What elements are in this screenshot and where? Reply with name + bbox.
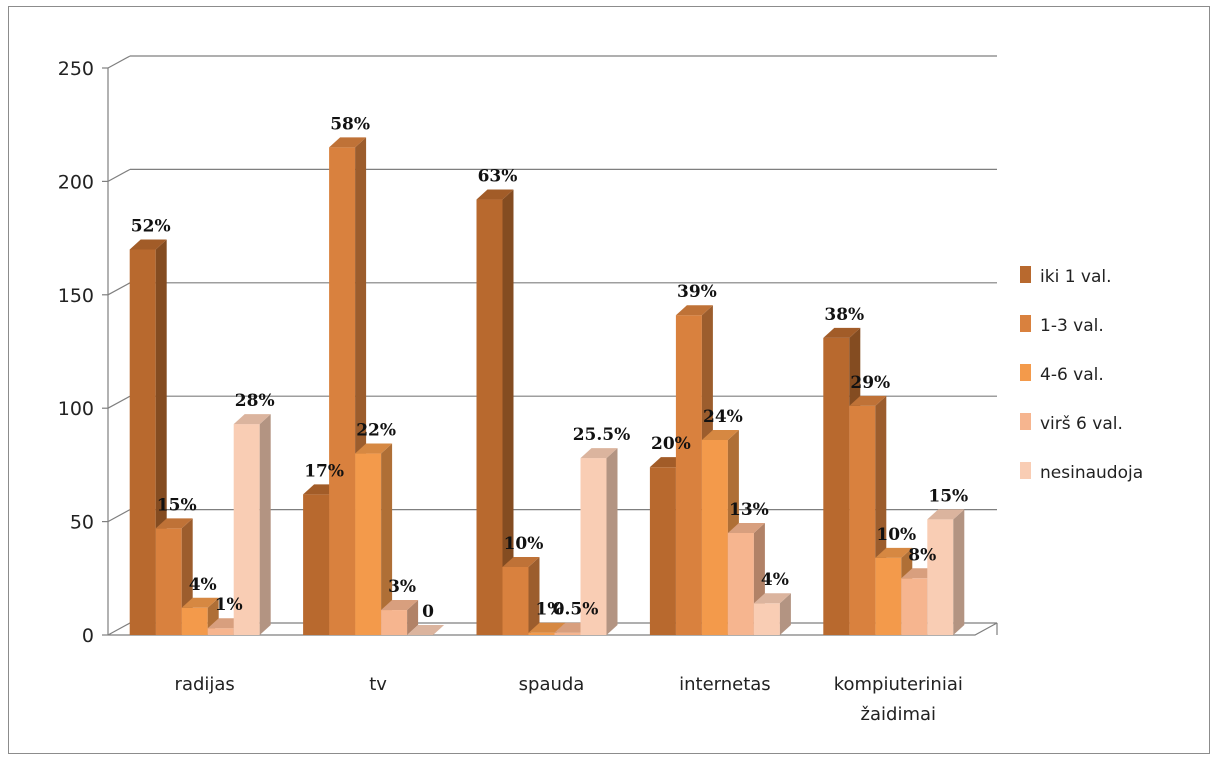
bar-front: [555, 633, 581, 635]
bar: [381, 600, 418, 635]
bar-front: [875, 558, 901, 635]
legend-swatch: [1020, 315, 1031, 332]
data-label: 8%: [908, 545, 936, 565]
data-label: 38%: [824, 305, 864, 325]
x-category-label-line: kompiuteriniai: [834, 674, 963, 695]
legend-item: iki 1 val.: [1020, 266, 1112, 287]
x-category-label: tv: [369, 674, 387, 695]
data-label: 28%: [235, 391, 275, 411]
bar-side: [953, 509, 964, 635]
legend-label: iki 1 val.: [1040, 267, 1112, 287]
data-label: 10%: [504, 534, 544, 554]
bar-side: [260, 414, 271, 635]
data-label: 39%: [677, 282, 717, 302]
bar-front: [702, 440, 728, 635]
y-tick-label: 50: [70, 512, 94, 534]
legend-item: virš 6 val.: [1020, 413, 1123, 434]
bar-front: [156, 528, 182, 635]
gridline-diagonal: [108, 283, 130, 295]
data-label: 1%: [215, 595, 243, 615]
bar-side: [529, 557, 540, 635]
x-category-label-line: žaidimai: [861, 704, 936, 725]
x-category-label: kompiuteriniai žaidimai: [834, 674, 963, 725]
data-label: 3%: [388, 577, 416, 597]
data-label: 15%: [928, 486, 968, 506]
y-tick-label: 100: [58, 398, 94, 420]
bar-front: [329, 147, 355, 635]
bar-front: [849, 406, 875, 635]
bar: [927, 509, 964, 635]
data-label: 4%: [761, 570, 789, 590]
y-tick-label: 150: [58, 285, 94, 307]
legend-item: 1-3 val.: [1020, 315, 1104, 336]
data-label: 52%: [131, 216, 171, 236]
data-label: 29%: [850, 373, 890, 393]
bar-front: [503, 567, 529, 635]
bar-front: [676, 315, 702, 635]
x-category-label: spauda: [519, 674, 585, 695]
data-label: 4%: [189, 575, 217, 595]
y-tick-label: 200: [58, 171, 94, 193]
bar-front: [303, 494, 329, 635]
bar-front: [130, 249, 156, 635]
data-label: 24%: [703, 407, 743, 427]
gridline-diagonal: [108, 169, 130, 181]
data-label: 13%: [729, 500, 769, 520]
bar-front: [477, 200, 503, 635]
legend: iki 1 val. 1-3 val. 4-6 val. virš 6 val. nes…: [1020, 266, 1143, 483]
x-category-label: radijas: [175, 674, 235, 695]
legend-label: virš 6 val.: [1040, 414, 1123, 434]
gridline-diagonal: [108, 56, 130, 68]
bars: [130, 137, 965, 635]
bar-front: [381, 610, 407, 635]
data-label: 63%: [478, 167, 518, 187]
data-label: 15%: [157, 495, 197, 515]
legend-item: 4-6 val.: [1020, 364, 1104, 385]
data-label: 25.5%: [573, 425, 631, 445]
bar-side: [607, 448, 618, 635]
legend-swatch: [1020, 462, 1031, 479]
gridline-diagonal: [108, 396, 130, 408]
bar-front: [208, 628, 234, 635]
bar-front: [901, 578, 927, 635]
legend-label: 1-3 val.: [1040, 316, 1104, 336]
bar: [754, 593, 791, 635]
bar-front: [823, 338, 849, 635]
bar-front: [182, 608, 208, 635]
legend-label: nesinaudoja: [1040, 463, 1143, 483]
data-label: 22%: [356, 421, 396, 441]
data-label: 0: [422, 602, 434, 622]
data-label: 20%: [651, 434, 691, 454]
legend-label: 4-6 val.: [1040, 365, 1104, 385]
y-axis: 0 50 100 150 200 250: [58, 58, 108, 647]
y-tick-label: 0: [82, 625, 94, 647]
data-label: 58%: [330, 114, 370, 134]
bar-front: [927, 519, 953, 635]
bar-front: [728, 533, 754, 635]
legend-item: nesinaudoja: [1020, 462, 1143, 483]
gridline-diagonal: [108, 510, 130, 522]
x-axis: radijas tv spauda internetas kompiuteriniai ž…: [175, 674, 963, 725]
legend-swatch: [1020, 413, 1031, 430]
data-label: 10%: [876, 525, 916, 545]
bar-front: [355, 454, 381, 635]
x-category-label: internetas: [679, 674, 771, 695]
y-tick-label: 250: [58, 58, 94, 80]
legend-swatch: [1020, 364, 1031, 381]
bar-front: [754, 603, 780, 635]
bar-front: [529, 633, 555, 635]
data-label: 17%: [304, 461, 344, 481]
data-label: 0.5%: [553, 600, 599, 620]
bar: [503, 557, 540, 635]
bar-front: [650, 467, 676, 635]
legend-swatch: [1020, 266, 1031, 283]
